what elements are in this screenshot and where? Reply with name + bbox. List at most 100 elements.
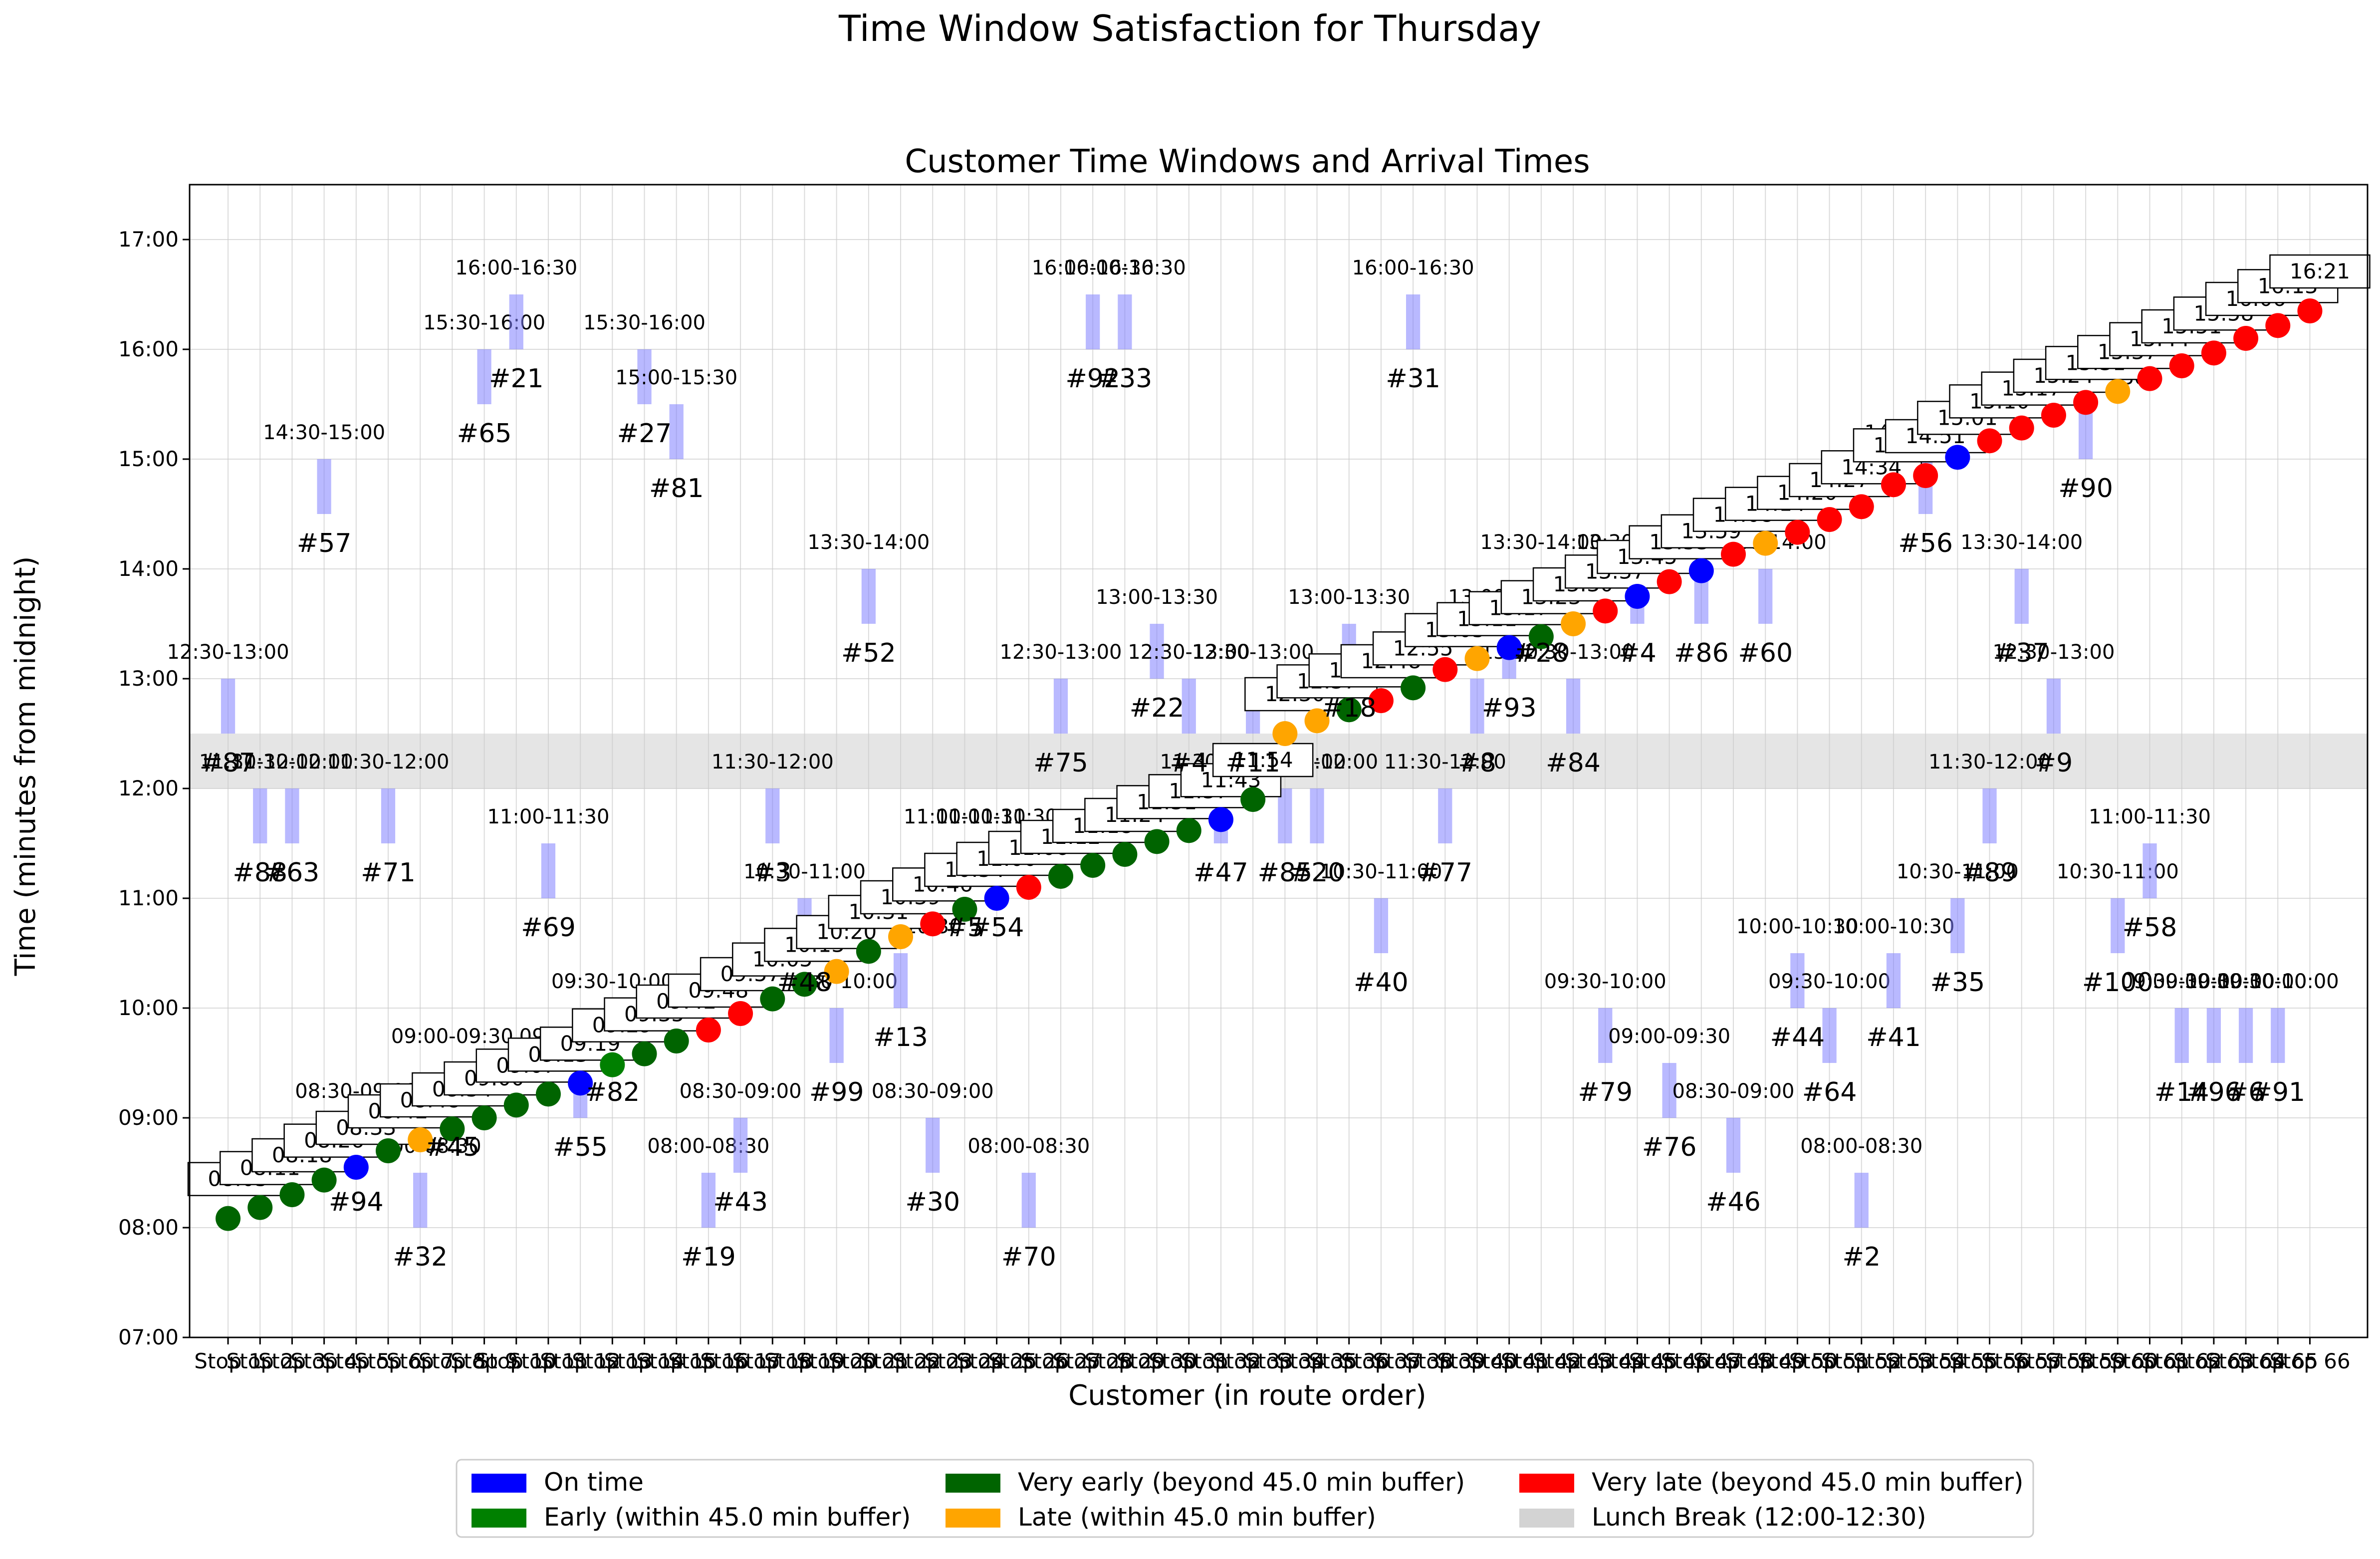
arrival-point: [2201, 340, 2226, 366]
customer-label: #86: [1674, 638, 1729, 668]
x-tick-label: Stop 39: [1405, 1349, 1485, 1373]
arrival-point: [2169, 353, 2194, 378]
customer-label: #90: [2058, 474, 2113, 504]
customer-label: #14: [2154, 1077, 2209, 1107]
customer-label: #81: [649, 474, 704, 504]
x-tick-label: Stop 11: [508, 1349, 589, 1373]
y-tick-label: 16:00: [118, 337, 179, 361]
time-window-label: 09:30-10:00: [1768, 970, 1891, 993]
time-window-label: 09:30-10:00: [2185, 970, 2307, 993]
arrival-point: [1432, 657, 1458, 682]
x-tick-label: Stop 52: [1821, 1349, 1902, 1373]
time-window-label: 08:00-08:30: [1800, 1135, 1922, 1158]
legend-label: Early (within 45.0 min buffer): [544, 1503, 911, 1532]
time-window-label: 11:30-12:00: [1928, 751, 2051, 774]
customer-label: #28: [1514, 638, 1569, 668]
time-window-label: 12:30-13:00: [1128, 641, 1250, 664]
x-tick-label: Stop 25: [956, 1349, 1037, 1373]
arrival-point: [1208, 807, 1233, 832]
customer-label: #2: [1842, 1242, 1881, 1272]
x-tick-label: Stop 36: [1309, 1349, 1390, 1373]
customer-label: #44: [1770, 1023, 1825, 1052]
customer-label: #47: [1193, 858, 1248, 888]
customer-label: #55: [553, 1132, 608, 1162]
customer-label: #4: [1170, 748, 1208, 778]
customer-label: #30: [905, 1187, 960, 1217]
customer-label: #77: [1418, 858, 1472, 888]
time-window-label: 16:00-16:30: [455, 257, 577, 279]
x-tick-label: Stop 49: [1725, 1349, 1806, 1373]
x-tick-label: Stop 57: [1981, 1349, 2062, 1373]
time-window-label: 10:00-10:30: [1736, 915, 1859, 938]
time-window-bar: [1374, 898, 1389, 953]
time-window-label: 09:00-09:30: [391, 1025, 513, 1048]
customer-label: #5: [946, 913, 984, 943]
arrival-point: [1849, 494, 1874, 520]
time-window-bar: [541, 843, 556, 898]
time-window-label: 11:00-11:30: [904, 805, 1026, 828]
y-tick-label: 08:00: [118, 1215, 179, 1240]
time-window-label: 11:30-12:00: [199, 751, 321, 774]
x-tick-label: Stop 64: [2205, 1349, 2286, 1373]
customer-label: #27: [617, 419, 672, 449]
time-window-bar: [1982, 788, 1997, 843]
customer-label: #21: [489, 364, 544, 394]
x-tick-label: Stop 18: [732, 1349, 813, 1373]
time-window-label: 12:30-13:00: [167, 641, 289, 664]
arrival-point: [1593, 598, 1618, 624]
arrival-point: [535, 1081, 561, 1107]
x-tick-label: Stop 21: [828, 1349, 909, 1373]
arrival-point: [984, 886, 1009, 911]
customer-label: #41: [1866, 1023, 1921, 1052]
time-window-bar: [2206, 1008, 2221, 1063]
legend-label: On time: [544, 1468, 644, 1497]
time-window-label: 16:00-16:30: [1032, 257, 1154, 279]
time-window-bar: [2238, 1008, 2253, 1063]
time-window-bar: [2046, 679, 2061, 734]
arrival-point: [2265, 313, 2291, 338]
arrival-point: [279, 1182, 305, 1207]
time-window-label: 08:30-09:00: [872, 1080, 994, 1103]
time-window-bar: [1182, 679, 1196, 734]
time-window-label: 09:30-10:00: [1544, 970, 1666, 993]
x-tick-label: Stop 48: [1693, 1349, 1774, 1373]
x-tick-label: Stop 65: [2237, 1349, 2318, 1373]
x-tick-label: Stop 20: [796, 1349, 877, 1373]
customer-label: #20: [1290, 858, 1345, 888]
x-tick-label: Stop 53: [1853, 1349, 1934, 1373]
arrival-point: [311, 1167, 337, 1193]
customer-label: #33: [1098, 364, 1153, 394]
customer-label: #88: [233, 858, 287, 888]
time-window-bar: [1822, 1008, 1837, 1063]
legend-label: Lunch Break (12:00-12:30): [1592, 1503, 1926, 1532]
x-tick-label: Stop 16: [668, 1349, 749, 1373]
x-tick-label: Stop 50: [1757, 1349, 1838, 1373]
legend-swatch: [946, 1509, 1000, 1528]
customer-label: #22: [1130, 693, 1185, 723]
arrival-point: [888, 924, 914, 949]
x-tick-label: Stop 47: [1661, 1349, 1742, 1373]
customer-label: #43: [713, 1187, 768, 1217]
time-window-label: 11:00-11:30: [2089, 805, 2211, 828]
time-window-label: 08:00-08:30: [967, 1135, 1090, 1158]
time-window-bar: [317, 459, 331, 514]
x-tick-label: Stop 12: [540, 1349, 621, 1373]
x-tick-label: Stop 43: [1533, 1349, 1614, 1373]
time-window-label: 15:30-16:00: [423, 311, 545, 334]
arrival-point: [408, 1127, 433, 1152]
time-window-label: 10:00-10:30: [1832, 915, 1954, 938]
customer-label: #84: [1546, 748, 1601, 778]
time-window-label: 11:30-12:00: [327, 751, 449, 774]
y-axis-label: Time (minutes from midnight): [9, 556, 42, 977]
x-tick-label: Stop 1: [194, 1349, 262, 1373]
arrival-label-box: [1212, 743, 1314, 778]
arrival-point: [375, 1138, 401, 1163]
customer-label: #58: [2123, 913, 2177, 943]
arrival-point: [440, 1116, 465, 1141]
arrival-point: [1464, 646, 1490, 671]
arrival-point: [2041, 403, 2066, 428]
x-tick-label: Stop 27: [1020, 1349, 1101, 1373]
x-tick-label: Stop 10: [476, 1349, 557, 1373]
time-window-bar: [285, 788, 299, 843]
arrival-point: [1080, 853, 1106, 878]
